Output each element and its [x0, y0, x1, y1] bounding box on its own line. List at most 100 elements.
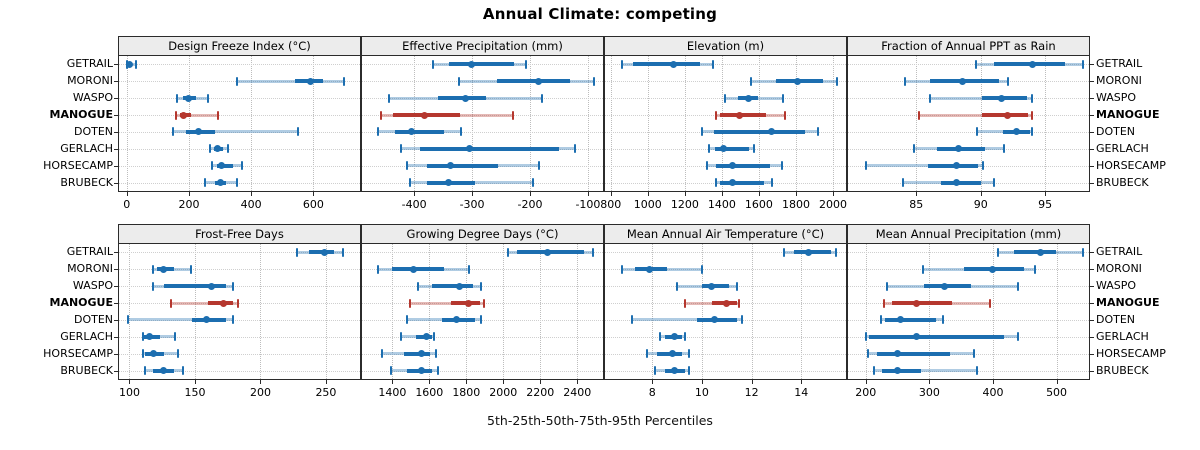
median-dot-brubeck	[160, 367, 168, 375]
row-tick-left	[114, 98, 118, 100]
grid-h-line	[848, 64, 1089, 66]
grid-h-line	[119, 165, 360, 167]
interval-light-band-manogue	[175, 113, 218, 117]
median-dot-waspo	[940, 282, 948, 290]
axis-tick-label: 200	[855, 386, 877, 399]
median-dot-horsecamp	[952, 162, 960, 170]
grid-h-line	[362, 115, 603, 117]
axis-tick-label: 2400	[563, 386, 592, 399]
panel-plot-fraction-of-annual-ppt-as-rain	[847, 55, 1090, 192]
panel-plot-elevation-m	[604, 55, 847, 192]
axis-tick-label: 300	[918, 386, 940, 399]
interval-cap-low	[458, 76, 461, 86]
grid-h-line	[605, 81, 846, 83]
row-tick-left	[114, 370, 118, 372]
grid-v-line	[721, 56, 723, 191]
median-dot-brubeck	[894, 367, 902, 375]
site-label-left-gerlach: GERLACH	[60, 329, 113, 343]
site-label-right-getrail: GETRAIL	[1096, 245, 1143, 259]
median-dot-manogue	[723, 299, 731, 307]
row-tick-left	[114, 252, 118, 254]
interval-cap-low	[377, 264, 380, 274]
interval-iqr-band-waspo	[431, 284, 474, 289]
interval-cap-high	[1031, 110, 1034, 120]
interval-cap-low	[506, 247, 509, 257]
median-dot-getrail	[670, 60, 678, 68]
axis-tick	[916, 192, 918, 196]
grid-h-line	[848, 115, 1089, 117]
interval-cap-high	[241, 161, 244, 171]
panel-strip-mean-annual-air-temperature-c: Mean Annual Air Temperature (°C)	[604, 224, 847, 244]
median-dot-manogue	[464, 299, 472, 307]
interval-cap-high	[988, 298, 991, 308]
grid-h-line	[119, 353, 360, 355]
site-label-left-brubeck: BRUBECK	[60, 363, 113, 377]
interval-cap-low	[975, 127, 978, 137]
interval-cap-low	[172, 127, 175, 137]
axis-tick-label: 800	[600, 198, 622, 211]
median-dot-manogue	[1004, 111, 1012, 119]
interval-cap-low	[882, 298, 885, 308]
panel-strip-design-freeze-index-c: Design Freeze Index (°C)	[118, 36, 361, 56]
median-dot-gerlach	[912, 333, 920, 341]
interval-cap-high	[174, 332, 177, 342]
site-label-right-doten: DOTEN	[1096, 124, 1136, 138]
interval-cap-high	[835, 247, 838, 257]
row-tick-left	[114, 182, 118, 184]
row-tick-right	[1090, 319, 1094, 321]
grid-h-line	[848, 98, 1089, 100]
axis-tick	[992, 380, 994, 384]
axis-tick-label: 600	[302, 198, 324, 211]
interval-cap-high	[467, 264, 470, 274]
grid-v-line	[414, 56, 416, 191]
median-dot-moroni	[306, 77, 314, 85]
axis-tick-label: 1400	[378, 386, 407, 399]
interval-cap-low	[127, 315, 130, 325]
row-tick-right	[1090, 98, 1094, 100]
axis-tick-label: -300	[459, 198, 485, 211]
interval-cap-low	[715, 110, 718, 120]
median-dot-getrail	[805, 248, 813, 256]
panel-strip-frost-free-days: Frost-Free Days	[118, 224, 361, 244]
row-tick-right	[1090, 269, 1094, 271]
axis-tick-label: 1000	[633, 198, 662, 211]
site-label-left-brubeck: BRUBECK	[60, 175, 113, 189]
interval-cap-low	[621, 59, 624, 69]
axis-tick	[503, 380, 505, 384]
row-tick-left	[114, 148, 118, 150]
interval-cap-high	[435, 349, 438, 359]
axis-tick	[414, 192, 416, 196]
axis-tick-label: 100	[118, 386, 140, 399]
interval-cap-high	[1031, 93, 1034, 103]
interval-iqr-band-brubeck	[940, 180, 981, 185]
median-dot-doten	[452, 316, 460, 324]
axis-tick-label: 85	[909, 198, 924, 211]
interval-cap-low	[997, 247, 1000, 257]
axis-tick-label: 2000	[819, 198, 848, 211]
site-label-left-moroni: MORONI	[67, 74, 113, 88]
axis-tick-label: -400	[401, 198, 427, 211]
interval-cap-high	[1031, 127, 1034, 137]
row-tick-right	[1090, 182, 1094, 184]
row-tick-left	[114, 64, 118, 66]
axis-tick	[1056, 380, 1058, 384]
axis-tick	[865, 380, 867, 384]
interval-light-band-doten	[128, 318, 233, 322]
interval-cap-low	[204, 178, 207, 188]
interval-cap-high	[437, 366, 440, 376]
median-dot-gerlach	[214, 145, 222, 153]
interval-cap-high	[511, 110, 514, 120]
interval-cap-low	[749, 76, 752, 86]
grid-v-line	[610, 56, 612, 191]
axis-tick	[466, 380, 468, 384]
site-label-right-brubeck: BRUBECK	[1096, 175, 1149, 189]
interval-iqr-band-doten	[884, 317, 936, 322]
median-dot-waspo	[455, 282, 463, 290]
interval-cap-low	[296, 247, 299, 257]
grid-h-line	[362, 269, 603, 271]
interval-cap-low	[782, 247, 785, 257]
interval-iqr-band-getrail	[632, 62, 700, 67]
interval-cap-low	[922, 264, 925, 274]
median-dot-brubeck	[671, 367, 679, 375]
interval-cap-high	[711, 59, 714, 69]
